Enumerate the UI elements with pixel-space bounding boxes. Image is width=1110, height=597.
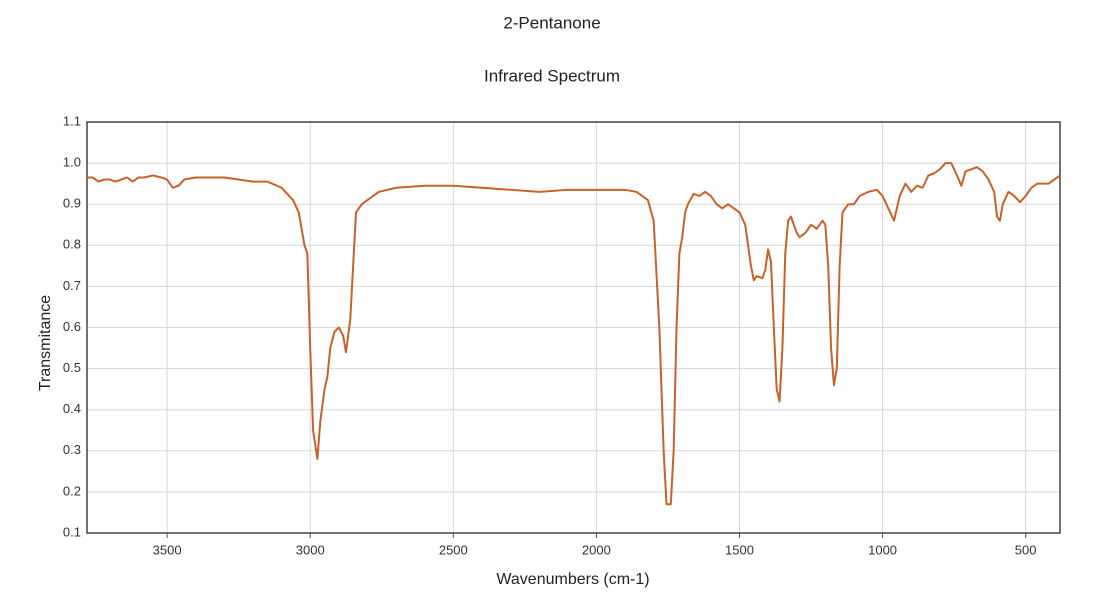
y-tick-label: 0.5 [63,360,81,375]
y-tick-label: 0.6 [63,319,81,334]
plot-border [86,121,1061,534]
y-tick-label: 0.9 [63,196,81,211]
chart-subtitle: Infrared Spectrum [484,66,620,85]
y-tick-label: 0.3 [63,442,81,457]
x-tick-label: 1500 [725,542,754,557]
y-tick-label: 1.1 [63,113,81,128]
x-tick-label: 3500 [153,542,182,557]
y-axis-title: Transmitance [37,295,54,391]
x-tick-label: 1000 [868,542,897,557]
x-tick-label: 2500 [439,542,468,557]
y-tick-label: 0.7 [63,278,81,293]
x-axis-title: Wavenumbers (cm-1) [496,571,649,588]
x-tick-label: 500 [1015,542,1037,557]
y-tick-label: 0.8 [63,237,81,252]
spectrum-line [87,162,1061,506]
x-tick-label: 2000 [582,542,611,557]
y-tick-label: 0.1 [63,524,81,539]
y-tick-label: 0.2 [63,483,81,498]
y-tick-label: 1.0 [63,155,81,170]
y-tick-label: 0.4 [63,401,81,416]
x-tick-label: 3000 [296,542,325,557]
chart-title: 2-Pentanone [503,13,600,32]
